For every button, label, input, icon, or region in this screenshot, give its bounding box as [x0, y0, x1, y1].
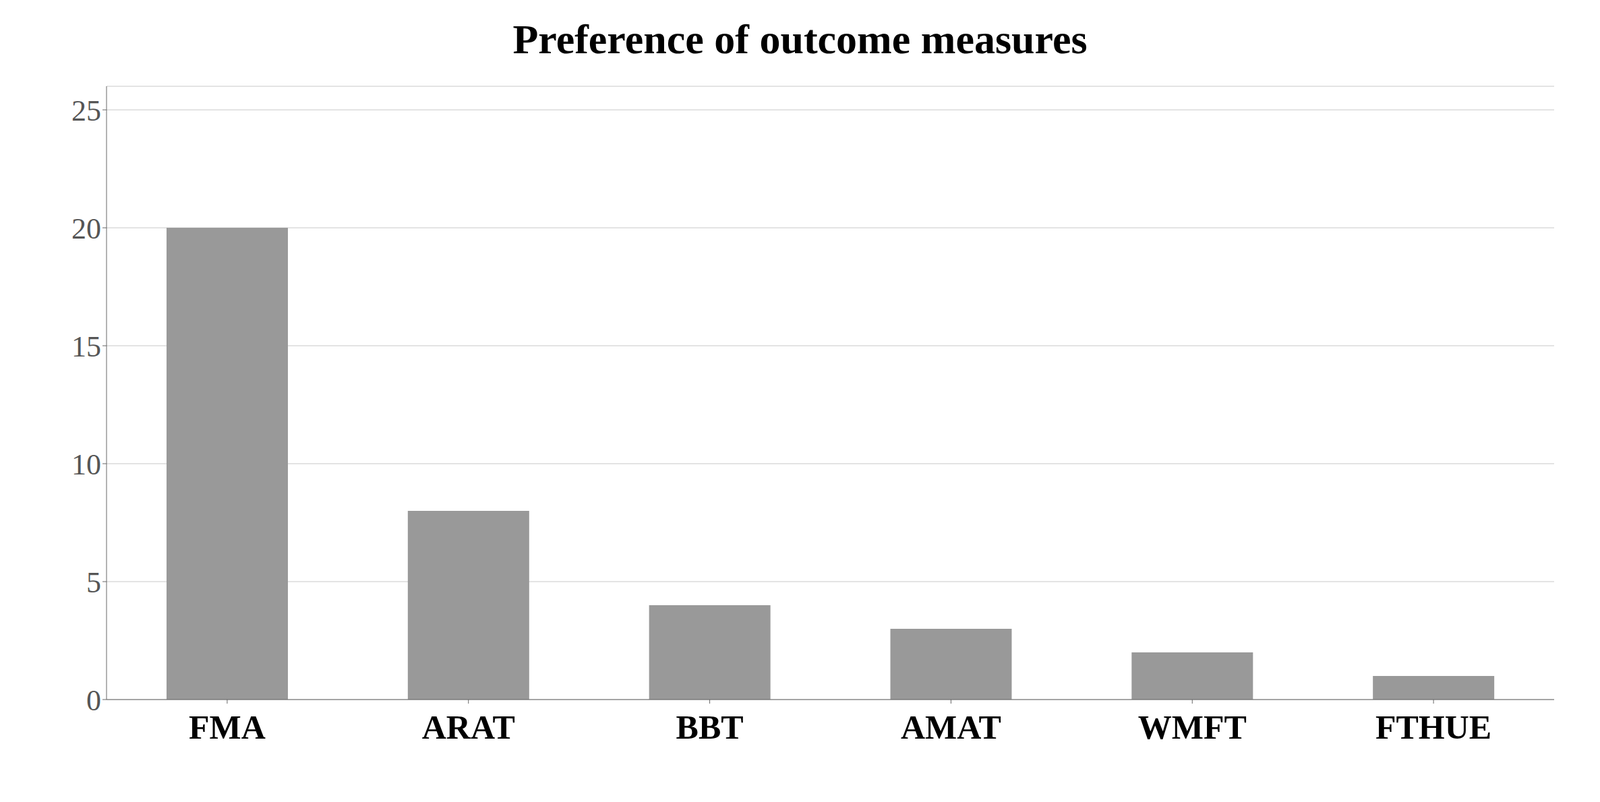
svg-text:AMAT: AMAT	[900, 708, 1002, 747]
svg-text:FMA: FMA	[188, 708, 266, 747]
svg-text:BBT: BBT	[676, 708, 744, 747]
svg-text:0: 0	[86, 684, 102, 718]
svg-text:20: 20	[71, 212, 102, 246]
svg-text:15: 15	[71, 330, 102, 364]
svg-text:10: 10	[71, 448, 102, 482]
svg-text:5: 5	[86, 566, 102, 600]
html-text:Preference of outcome measures: Preference of outcome measures	[512, 16, 1088, 63]
svg-text:WMFT: WMFT	[1138, 708, 1247, 747]
svg-text:FTHUE: FTHUE	[1375, 708, 1492, 747]
svg-text:25: 25	[71, 94, 102, 128]
svg-text:ARAT: ARAT	[422, 708, 516, 747]
